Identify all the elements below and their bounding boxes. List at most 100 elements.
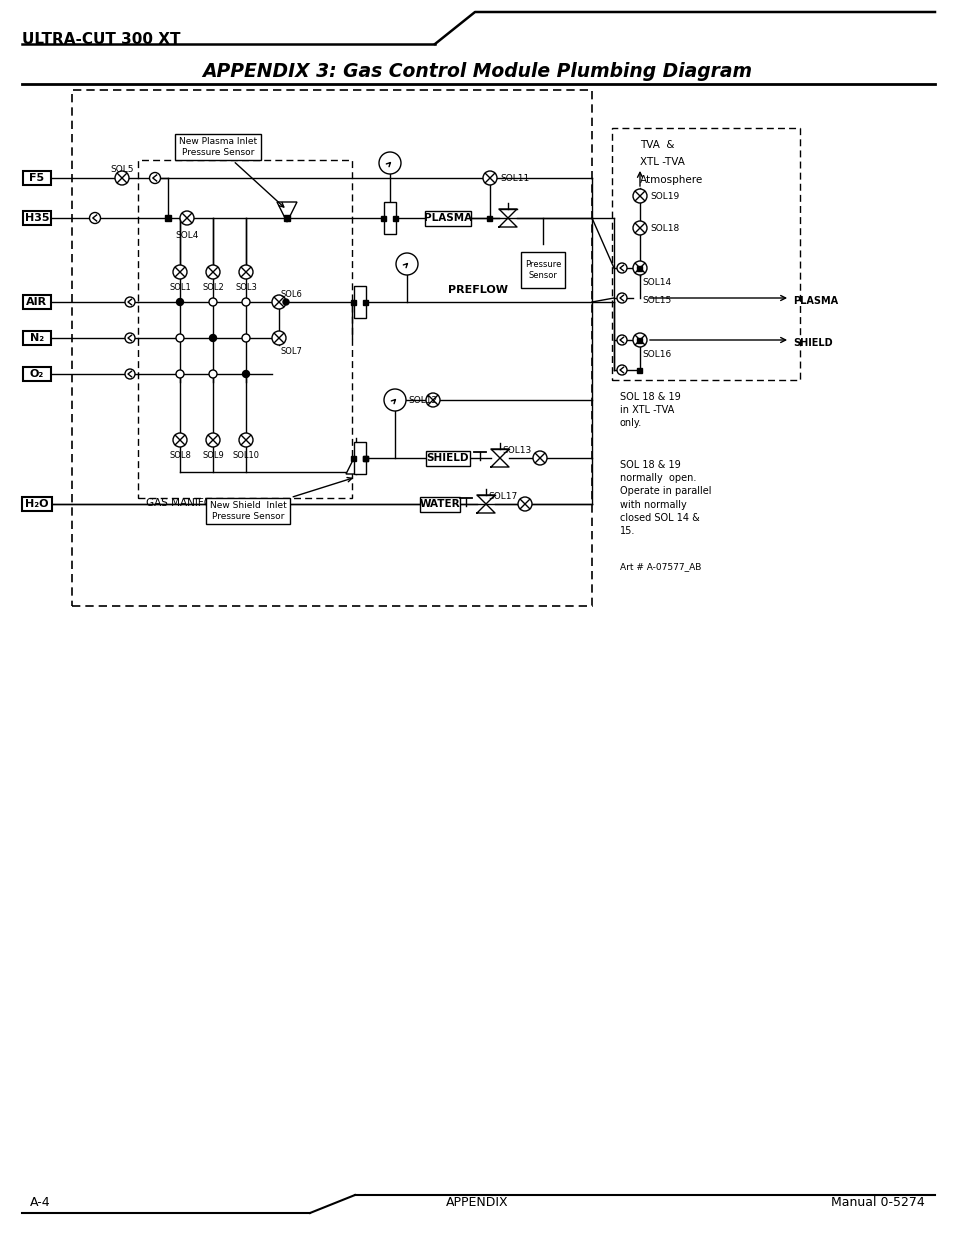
Circle shape [172,266,187,279]
Circle shape [633,221,646,235]
Bar [284,215,290,221]
Text: H35: H35 [25,212,50,224]
Bar [520,252,564,288]
Text: SOL1: SOL1 [169,283,191,291]
Circle shape [125,296,135,308]
Text: PLASMA: PLASMA [792,296,838,306]
Circle shape [239,433,253,447]
Circle shape [175,333,184,342]
Text: SOL8: SOL8 [169,451,191,459]
Circle shape [125,333,135,343]
Text: SOL16: SOL16 [641,350,671,359]
Bar [354,287,366,317]
Text: SOL19: SOL19 [649,191,679,200]
Text: Manual 0-5274: Manual 0-5274 [830,1197,924,1209]
Text: H₂O: H₂O [25,499,49,509]
Text: ULTRA-CUT 300 XT: ULTRA-CUT 300 XT [22,32,180,47]
Text: TVA  &: TVA & [639,140,674,149]
Bar [351,300,356,305]
Circle shape [176,299,183,305]
Text: APPENDIX: APPENDIX [445,1197,508,1209]
Text: SOL12: SOL12 [408,395,436,405]
Text: SOL4: SOL4 [175,231,198,240]
Circle shape [90,212,100,224]
Bar [363,456,368,461]
Polygon shape [346,454,366,474]
Circle shape [272,331,286,345]
Circle shape [175,370,184,378]
Text: SOL14: SOL14 [641,278,670,287]
Text: SOL3: SOL3 [234,283,256,291]
Text: SOL13: SOL13 [501,446,531,454]
Circle shape [426,393,439,408]
Bar [487,215,492,221]
Bar [612,128,800,380]
Text: APPENDIX 3: Gas Control Module Plumbing Diagram: APPENDIX 3: Gas Control Module Plumbing … [202,62,751,82]
Text: SOL2: SOL2 [202,283,224,291]
Circle shape [115,170,129,185]
Circle shape [482,170,497,185]
Text: SOL5: SOL5 [111,165,133,174]
Bar [393,215,398,221]
Text: SHIELD: SHIELD [792,338,832,348]
Text: SOL11: SOL11 [499,173,529,183]
Circle shape [180,211,193,225]
Circle shape [272,295,286,309]
Bar [637,368,641,373]
Bar [363,456,368,461]
Text: PLASMA: PLASMA [423,212,472,224]
Bar [384,203,395,233]
Text: New Shield  Inlet
Pressure Sensor: New Shield Inlet Pressure Sensor [210,478,352,521]
Text: SOL 18 & 19
in XTL -TVA
only.: SOL 18 & 19 in XTL -TVA only. [619,391,680,429]
Circle shape [206,266,220,279]
Text: A-4: A-4 [30,1197,51,1209]
Bar [381,215,386,221]
Circle shape [150,173,160,184]
Text: SOL9: SOL9 [202,451,224,459]
Bar [637,337,641,342]
Circle shape [617,293,626,303]
Text: SOL6: SOL6 [281,290,302,299]
Bar [165,215,171,221]
Circle shape [206,433,220,447]
Text: AIR: AIR [27,296,48,308]
Bar [23,331,51,345]
Text: SOL17: SOL17 [488,492,517,501]
Text: N₂: N₂ [30,333,44,343]
Text: SHIELD: SHIELD [426,453,469,463]
Circle shape [242,370,250,378]
Polygon shape [276,203,296,222]
Bar [23,367,51,382]
Bar [424,210,471,226]
Bar [419,496,459,511]
Circle shape [617,335,626,345]
Circle shape [395,253,417,275]
Bar [22,496,52,511]
Circle shape [633,333,646,347]
Circle shape [617,366,626,375]
Circle shape [533,451,546,466]
Circle shape [633,261,646,275]
Text: WATER: WATER [419,499,460,509]
Text: F5: F5 [30,173,45,183]
Text: SOL 18 & 19
normally  open.
Operate in parallel
with normally
closed SOL 14 &
15: SOL 18 & 19 normally open. Operate in pa… [619,459,711,536]
Bar [23,170,51,185]
Circle shape [125,369,135,379]
Circle shape [378,152,400,174]
Text: New Plasma Inlet
Pressure Sensor: New Plasma Inlet Pressure Sensor [179,137,283,207]
Bar [23,211,51,225]
Text: XTL -TVA: XTL -TVA [639,157,684,167]
Bar [354,442,366,474]
Circle shape [283,299,289,305]
Circle shape [209,370,216,378]
Bar [637,266,641,270]
Circle shape [517,496,532,511]
Bar [426,451,470,466]
Text: SOL10: SOL10 [233,451,259,459]
Bar [363,300,368,305]
Text: O₂: O₂ [30,369,44,379]
Circle shape [242,298,250,306]
Text: PREFLOW: PREFLOW [448,285,507,295]
Text: SOL7: SOL7 [281,347,302,356]
Circle shape [617,263,626,273]
